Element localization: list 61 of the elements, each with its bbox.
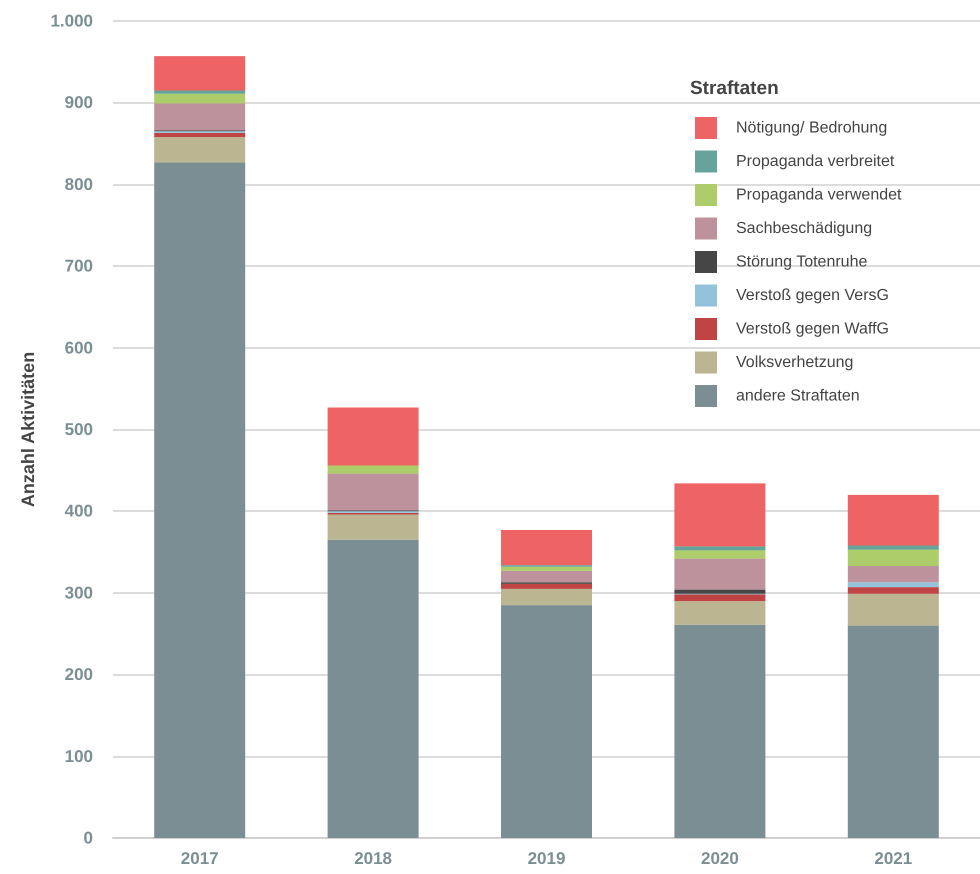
y-tick-label: 900 <box>64 93 93 112</box>
bar <box>154 94 246 104</box>
y-tick-label: 300 <box>64 583 93 602</box>
legend-label: Propaganda verbreitet <box>736 153 895 170</box>
bar <box>328 474 419 510</box>
bar <box>328 540 419 838</box>
y-tick-label: 800 <box>64 174 93 194</box>
bar <box>501 584 592 589</box>
legend-label: Sachbeschädigung <box>736 220 872 237</box>
bar <box>501 605 592 838</box>
bar <box>328 514 419 540</box>
legend-label: Propaganda verwendet <box>736 186 902 204</box>
x-tick-label: 2017 <box>180 849 219 868</box>
bar <box>848 626 939 838</box>
bar <box>674 601 766 625</box>
bar <box>501 570 592 582</box>
bar <box>674 483 766 546</box>
y-tick-label: 700 <box>64 256 93 276</box>
bar <box>154 104 246 130</box>
y-tick-label: 600 <box>64 338 93 358</box>
bar <box>501 588 592 606</box>
y-tick-label: 400 <box>64 502 93 521</box>
legend-title: Straftaten <box>690 78 779 99</box>
bar <box>501 530 592 566</box>
bar <box>848 550 939 566</box>
bar <box>674 546 766 550</box>
bar <box>848 594 939 626</box>
legend-label: Störung Totenruhe <box>736 254 868 270</box>
y-axis-title: Anzahl Aktivitäten <box>18 352 38 508</box>
y-tick-label: 0 <box>84 828 93 848</box>
bar <box>674 594 766 602</box>
bar <box>674 624 766 838</box>
bar <box>501 566 592 571</box>
x-tick-label: 2019 <box>528 849 566 868</box>
bar <box>154 132 246 138</box>
bar <box>154 56 246 90</box>
y-tick-label: 100 <box>64 746 93 766</box>
bar <box>674 550 766 559</box>
bar <box>848 546 939 550</box>
bar <box>674 590 766 594</box>
y-tick-label: 1.000 <box>50 12 93 30</box>
bar <box>848 587 939 594</box>
legend-label: Verstoß gegen VersG <box>736 287 889 304</box>
legend-label: andere Straftaten <box>736 388 860 404</box>
y-tick-label: 500 <box>64 420 93 439</box>
bar <box>848 582 939 588</box>
x-tick-label: 2020 <box>700 849 739 868</box>
bar <box>848 566 939 582</box>
bar <box>848 494 939 546</box>
bar <box>328 407 419 466</box>
bar <box>154 162 246 838</box>
bar <box>674 558 766 590</box>
legend-label: Volksverhetzung <box>736 354 854 371</box>
bar <box>328 465 419 474</box>
bar <box>154 90 246 94</box>
x-tick-label: 2021 <box>874 849 912 868</box>
bar <box>154 137 246 162</box>
legend-label: Nötigung/ Bedrohung <box>736 120 888 136</box>
legend-label: Verstoß gegen WaffG <box>736 320 889 338</box>
x-tick-label: 2018 <box>354 849 392 868</box>
y-tick-label: 200 <box>64 665 93 684</box>
